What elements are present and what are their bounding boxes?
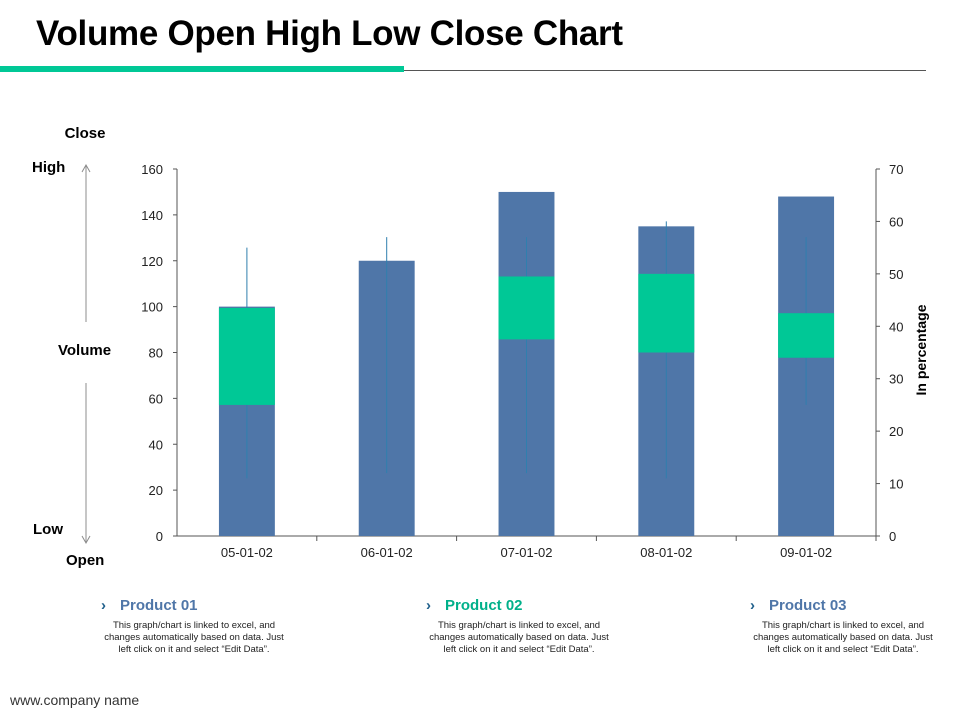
y-tick-label: 100 — [141, 300, 163, 315]
y-tick-label: 160 — [141, 162, 163, 177]
y2-tick-label: 50 — [889, 267, 903, 282]
product-description: This graph/chart is linked to excel, and… — [753, 620, 933, 655]
product-name: Product 03 — [769, 597, 847, 614]
open-label: Open — [66, 552, 105, 569]
y-tick-label: 0 — [156, 529, 163, 544]
low-label: Low — [33, 521, 63, 538]
volume-label: Volume — [58, 342, 112, 359]
product-card-02: › Product 02 This graph/chart is linked t… — [426, 597, 616, 656]
x-tick-label: 09-01-02 — [780, 545, 832, 560]
footer-website: www.company name — [10, 692, 140, 708]
y2-tick-label: 30 — [889, 372, 903, 387]
product-name: Product 02 — [445, 597, 523, 614]
open-close-box — [498, 276, 555, 340]
y-tick-label: 20 — [149, 483, 163, 498]
y2-tick-label: 70 — [889, 162, 903, 177]
open-close-box — [218, 307, 275, 405]
title-divider — [404, 70, 926, 71]
title-accent-bar — [0, 66, 404, 72]
y-tick-label: 120 — [141, 254, 163, 269]
open-close-box — [638, 273, 695, 353]
close-label: Close — [64, 125, 106, 142]
y-tick-label: 60 — [149, 391, 163, 406]
plot-area: 0 20 40 60 80 100 120 140 160 0 10 20 30 40 50 60 70 05-0… — [141, 162, 903, 560]
y2-tick-label: 60 — [889, 214, 903, 229]
chevron-right-icon: › — [750, 597, 755, 614]
down-arrow-icon — [81, 535, 91, 545]
x-tick-label: 08-01-02 — [640, 545, 692, 560]
y2-tick-label: 10 — [889, 477, 903, 492]
product-description: This graph/chart is linked to excel, and… — [429, 620, 609, 655]
y2-axis-title: In percentage — [913, 304, 929, 396]
y2-tick-label: 0 — [889, 529, 896, 544]
chevron-right-icon: › — [101, 597, 106, 614]
open-close-box — [778, 313, 835, 358]
y-tick-label: 40 — [149, 437, 163, 452]
y2-tick-label: 40 — [889, 319, 903, 334]
chevron-right-icon: › — [426, 597, 431, 614]
product-description: This graph/chart is linked to excel, and… — [104, 620, 284, 655]
page-title: Volume Open High Low Close Chart — [36, 14, 623, 53]
x-tick-label: 07-01-02 — [500, 545, 552, 560]
up-arrow-icon — [81, 163, 91, 173]
y-tick-label: 80 — [149, 346, 163, 361]
x-tick-label: 06-01-02 — [361, 545, 413, 560]
product-card-01: › Product 01 This graph/chart is linked t… — [101, 597, 291, 656]
y-tick-label: 140 — [141, 208, 163, 223]
high-label: High — [32, 159, 66, 176]
y2-tick-label: 20 — [889, 424, 903, 439]
product-name: Product 01 — [120, 597, 198, 614]
x-tick-label: 05-01-02 — [221, 545, 273, 560]
product-card-03: › Product 03 This graph/chart is linked t… — [750, 597, 940, 656]
